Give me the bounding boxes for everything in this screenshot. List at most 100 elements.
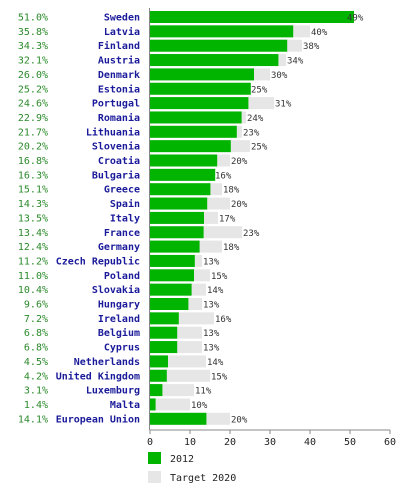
country-label: Cyprus [104, 343, 140, 354]
value-label: 22.9% [18, 113, 48, 124]
value-label: 3.1% [24, 386, 48, 397]
value-label: 9.6% [24, 300, 48, 311]
value-bar [150, 269, 194, 282]
country-label: Belgium [98, 327, 140, 339]
target-label: 13% [203, 301, 220, 311]
target-bar [150, 398, 190, 411]
value-bar [150, 168, 216, 181]
value-bar [150, 183, 211, 196]
country-label: Estonia [98, 83, 140, 95]
target-label: 18% [223, 186, 240, 196]
target-label: 31% [275, 100, 292, 110]
country-label: Latvia [104, 26, 140, 38]
value-label: 16.3% [18, 170, 48, 181]
target-label: 40% [311, 28, 328, 38]
country-label: Czech Republic [56, 255, 140, 267]
value-label: 14.3% [18, 199, 48, 210]
target-label: 17% [219, 214, 236, 224]
value-label: 34.3% [18, 41, 48, 52]
country-label: Malta [110, 400, 140, 411]
value-bar [150, 211, 204, 224]
country-label: Lithuania [86, 126, 140, 138]
value-label: 13.4% [18, 228, 48, 239]
value-label: 32.1% [18, 56, 48, 67]
country-label: Slovakia [92, 284, 140, 296]
target-label: 13% [203, 344, 220, 354]
value-label: 4.2% [24, 371, 48, 382]
target-label: 15% [211, 372, 228, 382]
country-label: Bulgaria [92, 169, 140, 181]
target-label: 13% [203, 329, 220, 339]
x-tick-label: 60 [384, 437, 396, 448]
value-label: 13.5% [18, 213, 48, 224]
legend-label-2012: 2012 [170, 454, 194, 465]
value-label: 6.8% [24, 343, 48, 354]
x-tick-label: 50 [344, 437, 356, 448]
target-label: 13% [203, 257, 220, 267]
value-label: 35.8% [18, 27, 48, 38]
value-label: 12.4% [18, 242, 48, 253]
value-bar [150, 369, 167, 382]
value-label: 20.2% [18, 142, 48, 153]
value-label: 26.0% [18, 70, 48, 81]
country-label: Denmark [98, 70, 140, 81]
target-label: 16% [215, 315, 232, 325]
value-label: 16.8% [18, 156, 48, 167]
country-label: Netherlands [74, 357, 140, 368]
country-label: Italy [110, 213, 140, 224]
value-bar [150, 298, 189, 310]
value-bar [150, 326, 178, 339]
value-bar [150, 25, 294, 38]
target-label: 20% [231, 415, 248, 425]
legend-label-target: Target 2020 [170, 473, 236, 484]
legend-swatch-target [148, 471, 161, 483]
value-bar [150, 39, 288, 52]
country-label: Greece [104, 185, 140, 196]
value-label: 11.0% [18, 271, 48, 282]
value-bar [150, 82, 251, 95]
target-label: 20% [231, 200, 248, 210]
target-label: 23% [243, 128, 260, 138]
target-label: 14% [207, 286, 224, 296]
country-label: Ireland [98, 314, 140, 325]
target-label: 34% [287, 57, 304, 67]
value-bar [150, 54, 279, 67]
x-tick-label: 40 [304, 437, 316, 448]
target-label: 24% [247, 114, 264, 124]
value-label: 4.5% [24, 357, 48, 368]
target-label: 38% [303, 42, 320, 52]
target-label: 11% [195, 387, 212, 397]
x-tick-label: 10 [184, 437, 196, 448]
target-label: 20% [231, 157, 248, 167]
x-tick-label: 30 [264, 437, 276, 448]
country-label: European Union [56, 413, 140, 425]
target-label: 16% [215, 171, 232, 181]
target-label: 49% [347, 14, 364, 24]
target-label: 23% [243, 229, 260, 239]
country-label: Finland [98, 40, 140, 52]
country-label: Luxemburg [86, 386, 140, 397]
target-label: 25% [251, 85, 268, 95]
value-bar [150, 283, 192, 296]
value-label: 7.2% [24, 314, 48, 325]
value-label: 14.1% [18, 414, 48, 425]
value-label: 25.2% [18, 84, 48, 95]
value-label: 10.4% [18, 285, 48, 296]
target-label: 30% [271, 71, 288, 81]
value-bar [150, 125, 237, 138]
legend-swatch-2012 [148, 452, 161, 464]
value-label: 21.7% [18, 127, 48, 138]
value-label: 51.0% [18, 13, 48, 24]
value-bar [150, 412, 207, 425]
country-label: Croatia [98, 155, 140, 167]
value-bar [150, 355, 168, 368]
value-bar [150, 197, 208, 210]
value-label: 24.6% [18, 99, 48, 110]
target-label: 18% [223, 243, 240, 253]
country-label: Sweden [104, 13, 140, 24]
value-bar [150, 384, 163, 397]
value-bar [150, 398, 156, 411]
value-bar [150, 97, 249, 110]
value-bar [150, 226, 204, 239]
